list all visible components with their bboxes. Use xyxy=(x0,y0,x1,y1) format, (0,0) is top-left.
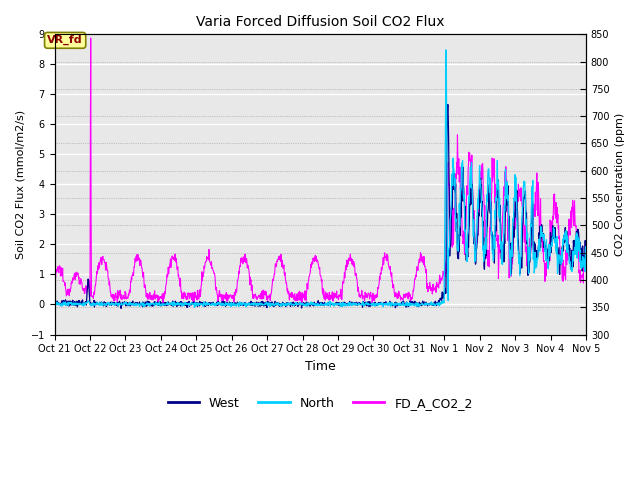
X-axis label: Time: Time xyxy=(305,360,335,373)
Y-axis label: Soil CO2 Flux (mmol/m2/s): Soil CO2 Flux (mmol/m2/s) xyxy=(15,110,25,259)
Legend: West, North, FD_A_CO2_2: West, North, FD_A_CO2_2 xyxy=(163,392,478,415)
Title: Varia Forced Diffusion Soil CO2 Flux: Varia Forced Diffusion Soil CO2 Flux xyxy=(196,15,445,29)
Text: VR_fd: VR_fd xyxy=(47,35,83,46)
Y-axis label: CO2 Concentration (ppm): CO2 Concentration (ppm) xyxy=(615,113,625,256)
